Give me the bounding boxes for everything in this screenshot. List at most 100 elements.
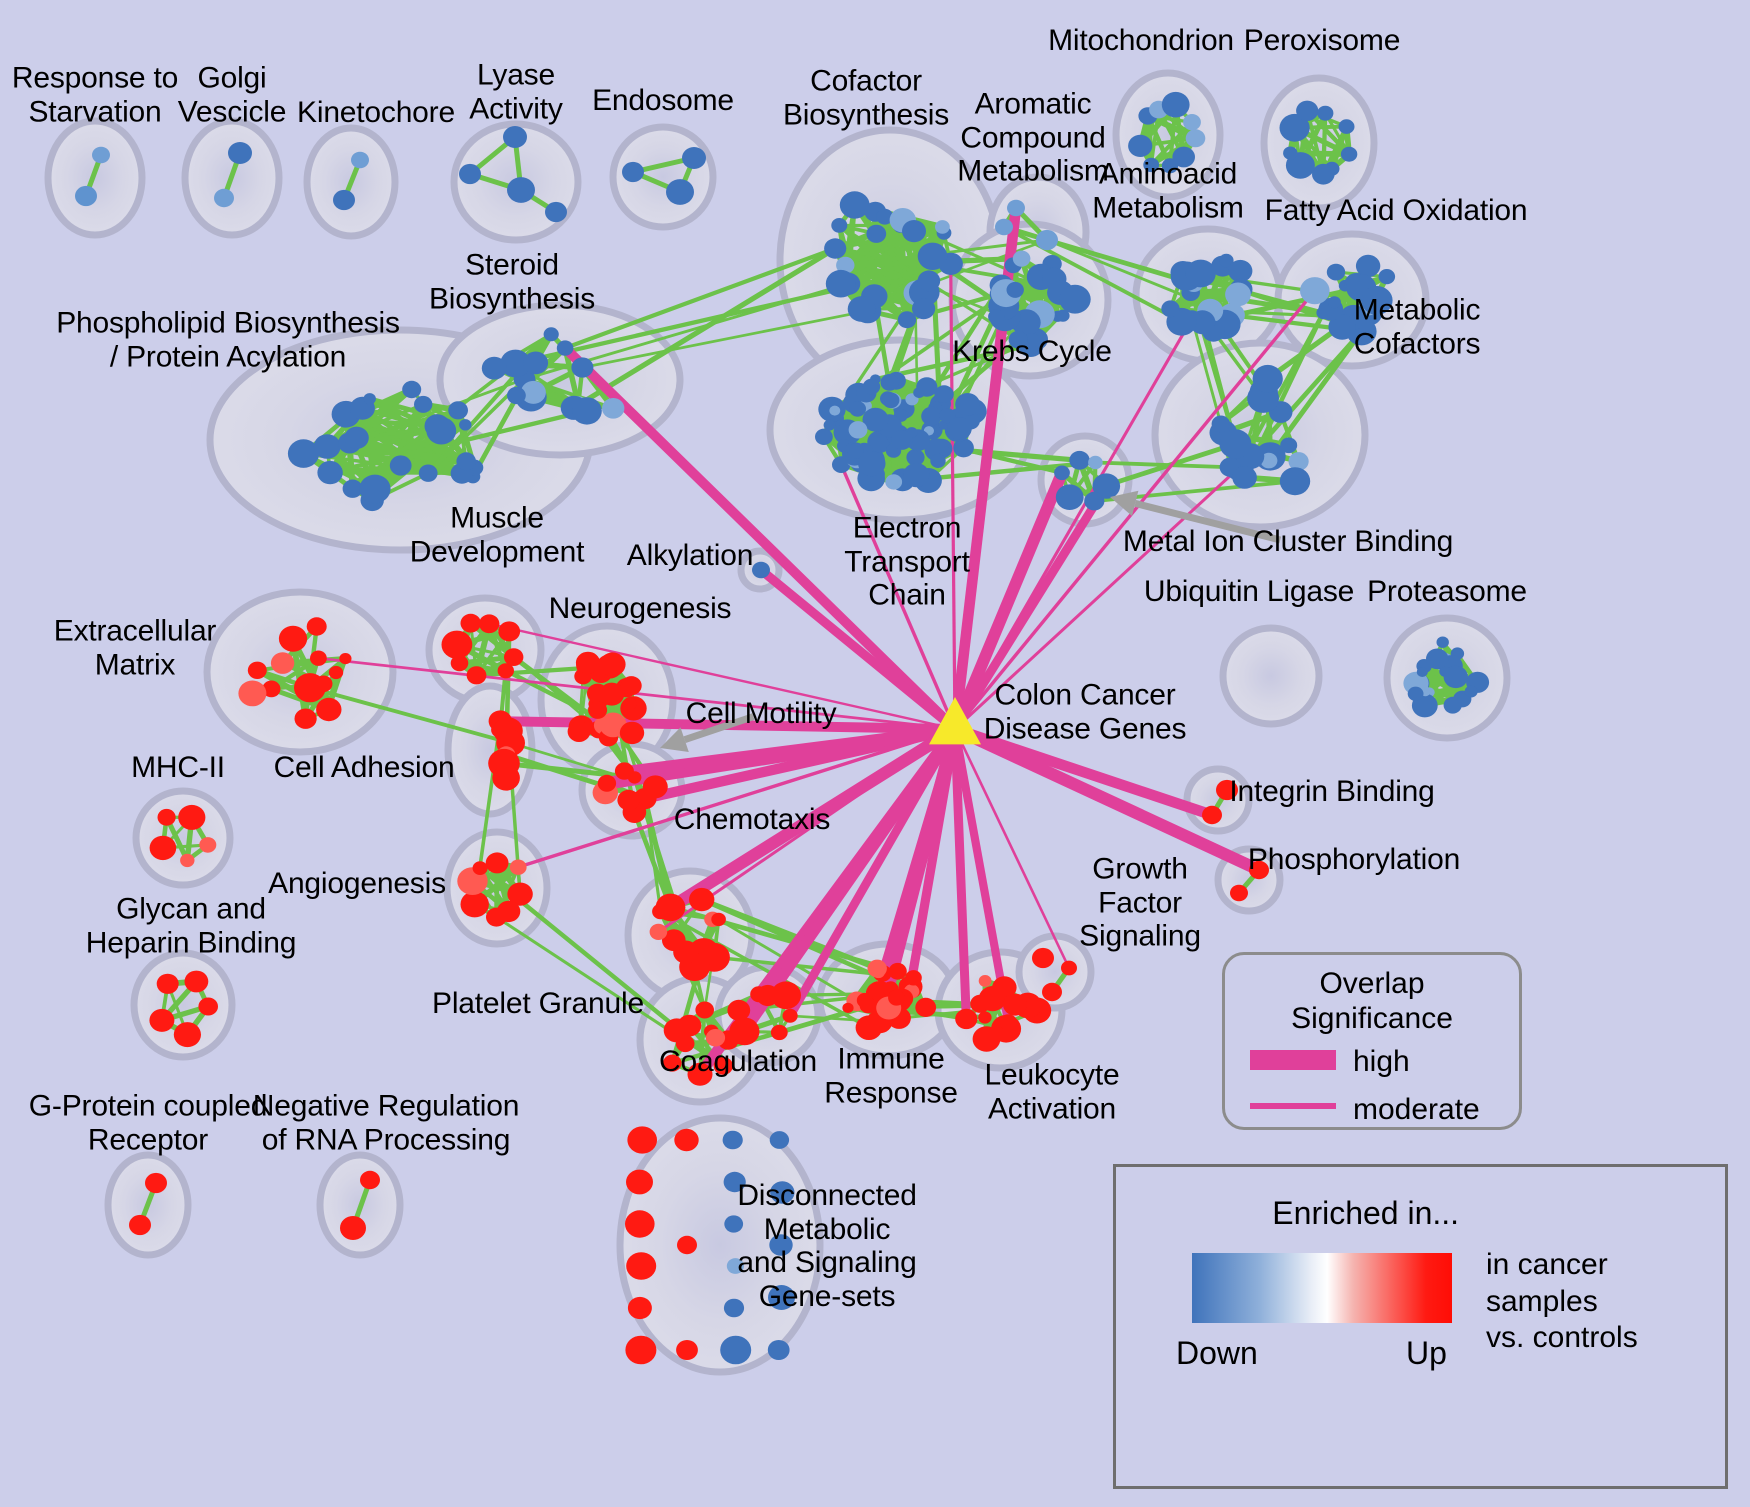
gene-set-node[interactable] [682,147,706,169]
gene-set-node[interactable] [247,661,267,679]
gene-set-node[interactable] [1061,960,1077,976]
gene-set-node[interactable] [1161,300,1180,318]
gene-set-node[interactable] [588,701,608,719]
gene-set-node[interactable] [687,1062,713,1086]
gene-set-node[interactable] [426,417,457,445]
gene-set-node[interactable] [1288,452,1309,471]
gene-set-node[interactable] [859,997,877,1014]
gene-set-node[interactable] [1008,330,1028,349]
gene-set-node[interactable] [642,775,668,799]
gene-set-node[interactable] [855,1015,883,1040]
gene-set-node[interactable] [270,652,295,674]
gene-set-node[interactable] [575,651,601,674]
gene-set-node[interactable] [149,1008,175,1032]
gene-set-node[interactable] [815,428,833,445]
gene-set-node[interactable] [978,975,992,987]
gene-set-node[interactable] [503,126,527,148]
gene-set-node[interactable] [543,327,559,342]
gene-set-node[interactable] [1003,993,1027,1016]
gene-set-node[interactable] [1228,259,1253,283]
gene-set-node[interactable] [767,1340,790,1360]
gene-set-node[interactable] [363,393,376,405]
gene-set-node[interactable] [1128,134,1153,157]
gene-set-node[interactable] [597,774,617,792]
gene-set-node[interactable] [328,665,344,680]
gene-set-node[interactable] [992,976,1017,999]
gene-set-node[interactable] [885,474,903,490]
gene-set-node[interactable] [173,1022,201,1048]
gene-set-node[interactable] [729,1017,760,1046]
gene-set-node[interactable] [902,220,926,243]
gene-set-node[interactable] [726,1258,745,1274]
gene-set-node[interactable] [1426,648,1449,670]
gene-set-node[interactable] [339,653,352,665]
gene-set-node[interactable] [1300,277,1330,305]
gene-set-node[interactable] [988,309,1005,325]
gene-set-node[interactable] [848,421,868,439]
gene-set-node[interactable] [316,697,342,722]
gene-set-node[interactable] [313,434,341,459]
gene-set-node[interactable] [768,1285,795,1310]
gene-set-node[interactable] [705,1029,726,1047]
gene-set-node[interactable] [626,1252,657,1280]
gene-set-node[interactable] [507,882,533,906]
gene-set-node[interactable] [666,179,694,205]
gene-set-node[interactable] [441,630,473,659]
gene-set-node[interactable] [481,356,507,380]
gene-set-node[interactable] [995,218,1013,236]
gene-set-node[interactable] [622,161,644,183]
gene-set-node[interactable] [625,1335,657,1365]
gene-set-node[interactable] [823,419,836,431]
gene-set-node[interactable] [456,452,477,471]
gene-set-node[interactable] [1202,805,1222,825]
gene-set-node[interactable] [939,408,956,424]
gene-set-node[interactable] [1340,146,1358,162]
gene-set-node[interactable] [1054,465,1070,481]
gene-set-node[interactable] [912,298,936,320]
gene-set-node[interactable] [472,861,488,875]
gene-set-node[interactable] [1225,282,1251,307]
gene-set-node[interactable] [1361,286,1393,315]
gene-set-node[interactable] [724,1215,744,1233]
gene-set-node[interactable] [1416,667,1428,677]
gene-set-node[interactable] [727,999,751,1021]
gene-set-node[interactable] [294,708,317,729]
gene-set-node[interactable] [1280,437,1298,454]
gene-set-node[interactable] [556,340,574,356]
gene-set-node[interactable] [849,401,866,417]
gene-set-node[interactable] [1161,158,1179,174]
gene-set-node[interactable] [214,188,234,208]
gene-set-node[interactable] [492,765,520,791]
gene-set-node[interactable] [1056,309,1070,322]
gene-set-node[interactable] [1249,860,1269,880]
gene-set-node[interactable] [1211,415,1231,433]
gene-set-node[interactable] [677,1014,702,1037]
gene-set-node[interactable] [862,378,881,395]
gene-set-node[interactable] [1317,105,1334,121]
gene-set-node[interactable] [500,349,531,378]
gene-set-node[interactable] [769,1131,790,1149]
gene-set-node[interactable] [351,151,369,169]
gene-set-node[interactable] [1232,466,1257,489]
gene-set-node[interactable] [888,962,907,980]
gene-set-node[interactable] [905,970,922,986]
gene-set-node[interactable] [414,395,433,413]
gene-set-node[interactable] [871,965,886,979]
gene-set-node[interactable] [198,997,218,1016]
gene-set-node[interactable] [450,655,469,672]
gene-set-node[interactable] [485,852,509,874]
gene-set-node[interactable] [917,242,948,270]
gene-set-node[interactable] [934,385,954,404]
gene-set-node[interactable] [520,380,546,404]
gene-set-node[interactable] [342,479,363,498]
gene-set-node[interactable] [713,1057,733,1075]
gene-set-node[interactable] [1279,113,1310,142]
gene-set-node[interactable] [947,417,972,440]
gene-set-node[interactable] [360,1170,380,1190]
gene-set-node[interactable] [1006,281,1024,298]
gene-set-node[interactable] [262,680,281,698]
gene-set-node[interactable] [497,663,514,679]
gene-set-node[interactable] [847,296,876,322]
gene-set-node[interactable] [1296,100,1319,122]
gene-set-node[interactable] [619,721,645,745]
